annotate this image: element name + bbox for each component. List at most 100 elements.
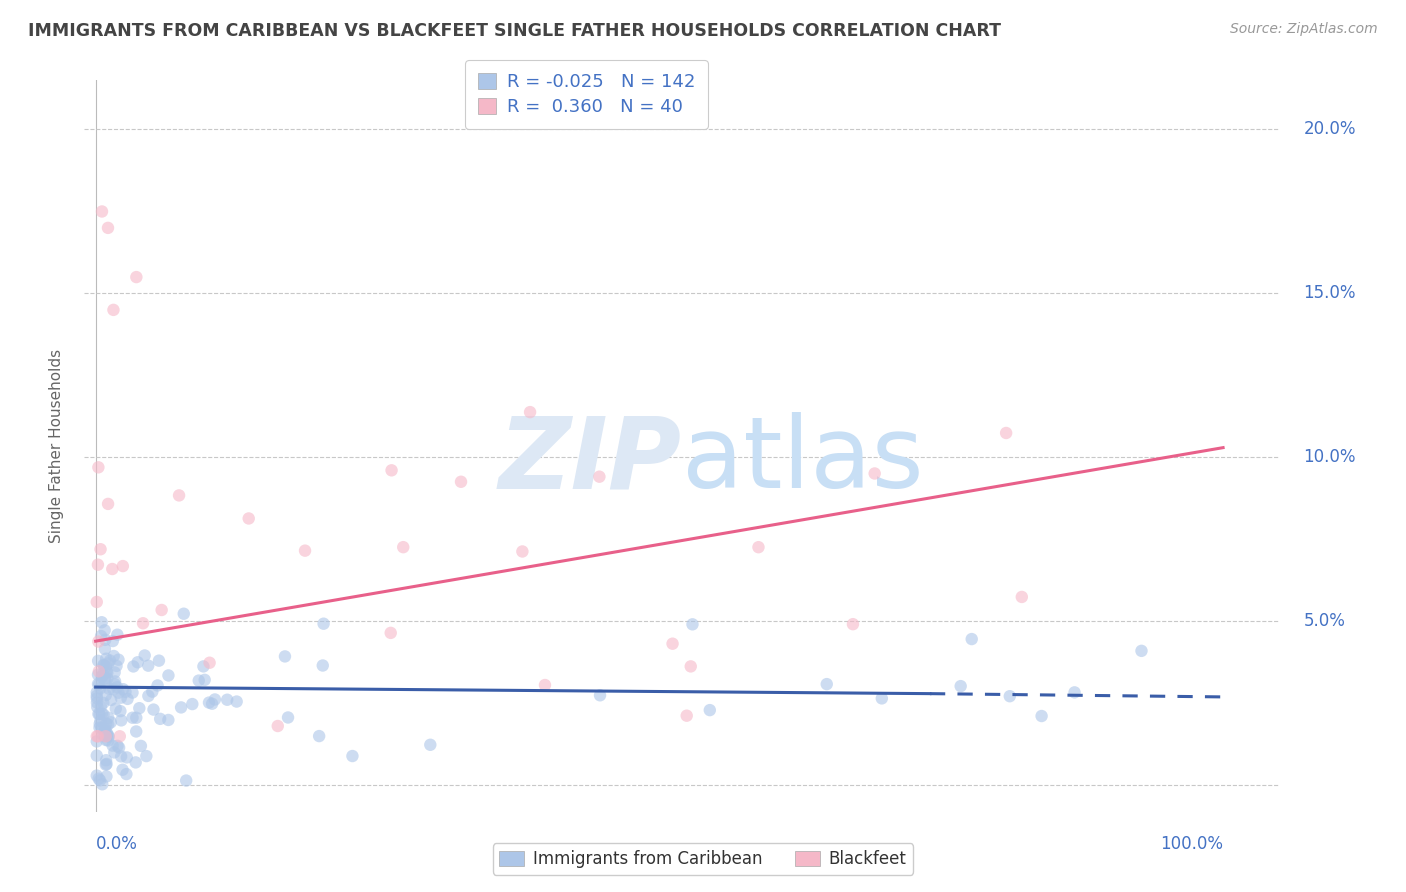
Point xyxy=(105,680,128,694)
Point xyxy=(89,721,111,735)
Text: 20.0%: 20.0% xyxy=(1303,120,1355,138)
Text: 0.0%: 0.0% xyxy=(96,835,138,853)
Point xyxy=(87,729,110,743)
Point xyxy=(110,704,132,718)
Point xyxy=(89,707,111,722)
Point xyxy=(450,475,472,489)
Point xyxy=(150,603,173,617)
Point xyxy=(149,712,172,726)
Point xyxy=(90,706,112,721)
Point xyxy=(146,678,169,692)
Point xyxy=(107,686,129,700)
Point xyxy=(699,703,721,717)
Point xyxy=(93,658,115,673)
Point xyxy=(142,702,165,716)
Point xyxy=(86,689,108,703)
Point xyxy=(98,681,121,696)
Text: 10.0%: 10.0% xyxy=(1303,449,1355,467)
Point xyxy=(949,679,972,693)
Point xyxy=(87,665,110,679)
Point xyxy=(94,642,117,657)
Text: 100.0%: 100.0% xyxy=(1160,835,1223,853)
Point xyxy=(132,616,155,631)
Point xyxy=(181,697,204,711)
Point xyxy=(89,717,111,731)
Point xyxy=(815,677,838,691)
Point xyxy=(201,697,224,711)
Point xyxy=(1063,685,1085,699)
Point xyxy=(174,773,197,788)
Point xyxy=(225,694,247,708)
Point xyxy=(308,729,330,743)
Point xyxy=(104,701,127,715)
Point xyxy=(86,729,108,743)
Point xyxy=(115,767,138,781)
Point xyxy=(86,685,108,699)
Point xyxy=(90,542,112,557)
Point xyxy=(100,693,122,707)
Point xyxy=(108,740,131,755)
Point xyxy=(187,673,209,688)
Point xyxy=(294,543,316,558)
Point xyxy=(392,540,415,554)
Point xyxy=(89,681,111,696)
Point xyxy=(100,715,122,730)
Point xyxy=(204,692,226,706)
Point xyxy=(94,757,117,772)
Point xyxy=(128,701,150,715)
Point xyxy=(589,688,612,702)
Point xyxy=(94,753,117,767)
Point xyxy=(96,716,118,731)
Point xyxy=(96,665,118,680)
Point xyxy=(274,649,297,664)
Point xyxy=(998,689,1021,703)
Point xyxy=(94,659,117,673)
Point xyxy=(87,772,110,786)
Point xyxy=(125,711,148,725)
Point xyxy=(98,653,121,667)
Point xyxy=(534,678,557,692)
Point xyxy=(97,497,120,511)
Point xyxy=(136,658,159,673)
Point xyxy=(101,562,124,576)
Point xyxy=(97,728,120,742)
Point xyxy=(519,405,541,419)
Point xyxy=(995,425,1018,440)
Point xyxy=(110,749,132,764)
Text: Source: ZipAtlas.com: Source: ZipAtlas.com xyxy=(1230,22,1378,37)
Point xyxy=(96,672,118,686)
Point xyxy=(135,749,157,764)
Point xyxy=(114,685,136,699)
Point xyxy=(148,654,170,668)
Point xyxy=(117,692,139,706)
Point xyxy=(157,713,180,727)
Point xyxy=(121,685,143,699)
Text: 15.0%: 15.0% xyxy=(1303,285,1355,302)
Point xyxy=(93,729,115,743)
Point xyxy=(91,777,114,791)
Point xyxy=(1130,644,1153,658)
Point xyxy=(97,711,120,725)
Point xyxy=(173,607,195,621)
Point xyxy=(91,669,114,683)
Point xyxy=(97,717,120,731)
Point xyxy=(91,696,114,710)
Point xyxy=(103,648,125,663)
Point xyxy=(238,511,260,525)
Point xyxy=(94,723,117,738)
Point xyxy=(89,714,111,728)
Point xyxy=(90,615,112,630)
Point xyxy=(86,748,108,763)
Point xyxy=(110,714,132,728)
Legend: R = -0.025   N = 142, R =  0.360   N = 40: R = -0.025 N = 142, R = 0.360 N = 40 xyxy=(465,60,707,129)
Text: IMMIGRANTS FROM CARIBBEAN VS BLACKFEET SINGLE FATHER HOUSEHOLDS CORRELATION CHAR: IMMIGRANTS FROM CARIBBEAN VS BLACKFEET S… xyxy=(28,22,1001,40)
Text: 5.0%: 5.0% xyxy=(1303,613,1346,631)
Point xyxy=(134,648,156,663)
Point xyxy=(90,670,112,684)
Point xyxy=(97,220,120,235)
Point xyxy=(111,559,134,574)
Point xyxy=(94,673,117,688)
Point xyxy=(96,726,118,740)
Point xyxy=(87,677,110,691)
Point xyxy=(138,689,160,703)
